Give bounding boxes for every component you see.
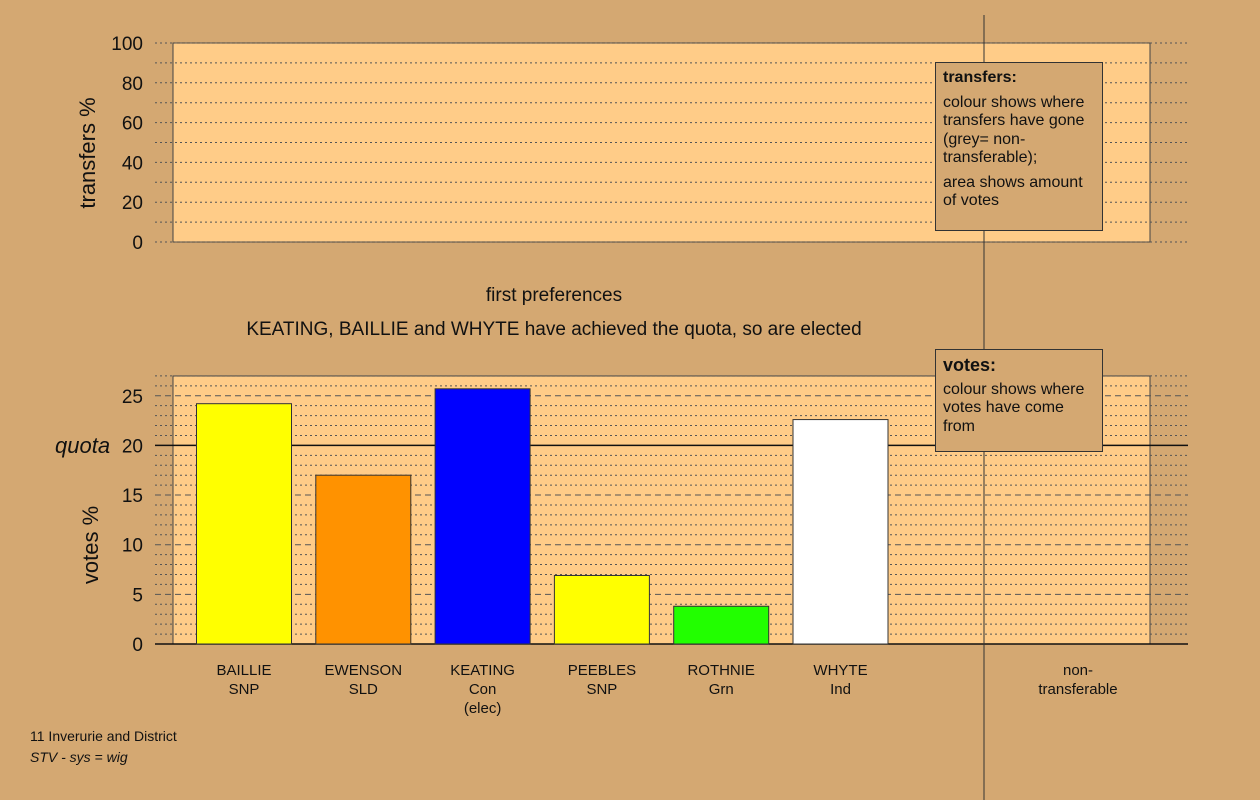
non-transferable-label: non- — [1063, 662, 1093, 679]
transfers-y-tick: 40 — [122, 153, 143, 174]
votes-legend: votes: colour shows where votes have com… — [935, 349, 1103, 452]
votes-legend-line1: colour shows where votes have come from — [943, 380, 1085, 435]
votes-y-tick: 25 — [122, 387, 143, 408]
bar-peebles — [553, 574, 650, 645]
bar-rothnie — [673, 605, 770, 645]
candidate-label: Grn — [709, 681, 734, 698]
transfers-y-tick: 60 — [122, 114, 143, 135]
transfers-legend-line1: colour shows where transfers have gone (… — [943, 93, 1085, 167]
votes-y-tick: 10 — [122, 536, 143, 557]
candidate-label: SNP — [229, 681, 260, 698]
votes-axis-title: votes % — [78, 506, 103, 584]
transfers-y-tick: 80 — [122, 74, 143, 95]
quota-label: quota — [55, 433, 110, 458]
transfers-legend: transfers: colour shows where transfers … — [935, 62, 1103, 231]
candidate-label: ROTHNIE — [687, 662, 755, 679]
candidate-label: Con — [469, 681, 497, 698]
system-label: STV - sys = wig — [30, 749, 128, 765]
bar-whyte — [792, 419, 889, 645]
candidate-label: Ind — [830, 681, 851, 698]
candidate-label: KEATING — [450, 662, 515, 679]
ward-name: 11 Inverurie and District — [30, 728, 177, 744]
bar-baillie — [196, 403, 292, 645]
votes-legend-heading: votes: — [943, 355, 997, 375]
votes-y-tick: 20 — [122, 436, 143, 457]
votes-y-tick: 5 — [132, 585, 143, 606]
transfers-legend-heading: transfers: — [943, 69, 1017, 86]
candidate-label: SLD — [349, 681, 378, 698]
candidate-label: PEEBLES — [568, 662, 636, 679]
chart-title: first preferences — [486, 285, 622, 306]
candidate-label: SNP — [586, 681, 617, 698]
candidate-label: EWENSON — [325, 662, 403, 679]
transfers-legend-line2: area shows amount of votes — [943, 173, 1083, 210]
bar-ewenson — [315, 474, 412, 645]
transfers-y-tick: 0 — [132, 233, 143, 254]
bar-keating — [434, 388, 531, 645]
chart-subtitle: KEATING, BAILLIE and WHYTE have achieved… — [246, 319, 861, 340]
non-transferable-label: transferable — [1038, 681, 1117, 698]
candidate-label: (elec) — [464, 700, 502, 717]
transfers-y-tick: 100 — [111, 34, 143, 55]
transfers-axis-title: transfers % — [75, 97, 100, 208]
candidate-label: WHYTE — [813, 662, 867, 679]
votes-y-tick: 15 — [122, 486, 143, 507]
candidate-label: BAILLIE — [216, 662, 271, 679]
transfers-y-tick: 20 — [122, 193, 143, 214]
votes-y-tick: 0 — [132, 635, 143, 656]
